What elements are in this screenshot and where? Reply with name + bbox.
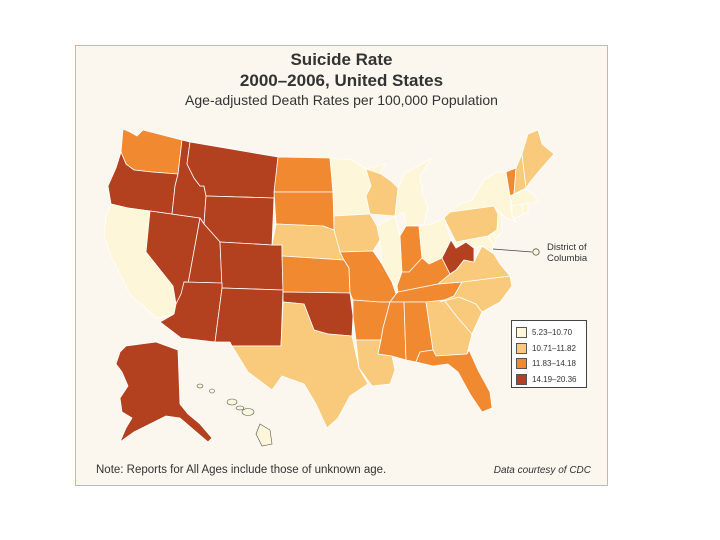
dc-label-text: District of Columbia: [547, 242, 588, 264]
state-ri: [521, 202, 529, 215]
state-co: [219, 241, 284, 291]
legend-item: 5.23–10.70: [516, 325, 582, 341]
dc-marker: [532, 248, 540, 256]
state-ne: [271, 223, 345, 261]
legend-swatch: [516, 373, 527, 385]
legend-swatch: [516, 327, 527, 339]
state-ia: [333, 213, 381, 253]
state-wi: [365, 168, 399, 217]
state-nm: [214, 287, 284, 347]
state-de: [487, 233, 497, 247]
source-credit: Data courtesy of CDC: [493, 465, 591, 476]
legend: 5.23–10.70 10.71–11.82 11.83–14.18 14.19…: [511, 320, 587, 388]
state-mi: [394, 157, 433, 227]
legend-label: 11.83–14.18: [532, 359, 576, 369]
state-fl: [415, 349, 493, 413]
state-nj: [487, 205, 503, 239]
state-hi: [196, 383, 273, 447]
state-wv: [441, 239, 475, 275]
map-panel: Suicide Rate 2000–2006, United States Ag…: [75, 45, 608, 486]
footnote: Note: Reports for All Ages include those…: [96, 464, 387, 476]
map-subtitle: Age-adjusted Death Rates per 100,000 Pop…: [185, 92, 498, 108]
state-ks: [281, 255, 351, 294]
state-tx: [231, 301, 369, 429]
state-ct: [511, 203, 524, 219]
state-ms: [377, 301, 407, 361]
map-title: Suicide Rate: [290, 50, 393, 69]
legend-swatch: [516, 342, 527, 354]
legend-label: 5.23–10.70: [532, 328, 573, 338]
state-me: [521, 129, 555, 189]
dc-leader-line: [492, 248, 533, 253]
legend-item: 11.83–14.18: [516, 356, 582, 372]
state-ak: [115, 341, 213, 443]
legend-swatch: [516, 358, 527, 370]
state-nc: [439, 275, 513, 313]
map-period: 2000–2006, United States: [239, 71, 444, 90]
legend-item: 10.71–11.82: [516, 341, 582, 357]
us-choropleth-map: [103, 128, 555, 447]
state-az: [159, 281, 223, 343]
state-nd: [273, 156, 334, 193]
legend-item: 14.19–20.36: [516, 372, 582, 388]
legend-label: 10.71–11.82: [532, 343, 576, 353]
legend-label: 14.19–20.36: [532, 374, 577, 384]
dc-label: District of Columbia: [547, 242, 595, 264]
